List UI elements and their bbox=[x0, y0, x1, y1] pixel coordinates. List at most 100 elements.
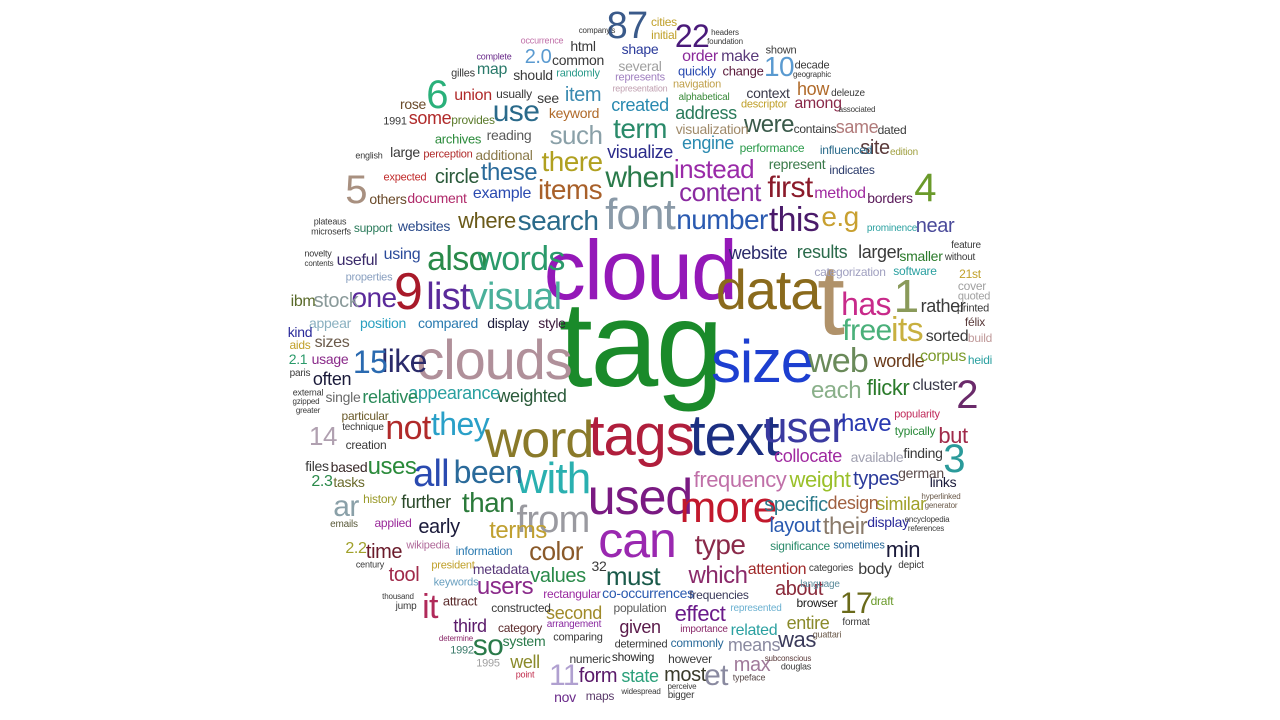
word-represent: represent bbox=[768, 156, 826, 172]
word-can: can bbox=[598, 512, 677, 568]
word-nov: nov bbox=[554, 689, 576, 705]
word-all: all bbox=[413, 453, 450, 495]
word-kind: kind bbox=[287, 324, 313, 340]
word-determined: determined bbox=[614, 638, 668, 651]
word-size: size bbox=[711, 328, 814, 395]
word-quoted: quoted bbox=[957, 290, 991, 303]
word-foundation: foundation bbox=[707, 37, 743, 46]
word-cities: cities bbox=[651, 15, 677, 29]
word-which: which bbox=[688, 562, 748, 589]
word-wordle: wordle bbox=[873, 351, 925, 371]
word-rectangular: rectangular bbox=[543, 587, 601, 601]
word-related: related bbox=[730, 622, 778, 639]
word-co-occurrences: co-occurrences bbox=[602, 585, 694, 601]
word-support: support bbox=[353, 221, 393, 235]
word-style: style bbox=[538, 315, 566, 331]
word-using: using bbox=[383, 246, 421, 263]
word-types: types bbox=[853, 468, 899, 490]
word-frequency: frequency bbox=[693, 467, 787, 492]
word-depict: depict bbox=[898, 560, 924, 571]
word-typeface: typeface bbox=[732, 672, 766, 683]
word-et: et bbox=[704, 659, 728, 692]
word-like: like bbox=[381, 343, 427, 379]
word-attention: attention bbox=[747, 561, 807, 578]
word-items: items bbox=[537, 174, 603, 205]
word-performance: performance bbox=[739, 141, 805, 155]
word-cluster: cluster bbox=[912, 377, 958, 394]
word-sometimes: sometimes bbox=[833, 539, 885, 552]
word-order: order bbox=[682, 48, 718, 65]
word-but: but bbox=[938, 423, 968, 448]
word-2.3: 2.3 bbox=[311, 473, 333, 490]
word-descriptor: descriptor bbox=[740, 98, 788, 111]
word-large: large bbox=[390, 144, 420, 160]
word-21st: 21st bbox=[959, 267, 981, 281]
word-display: display bbox=[487, 315, 529, 331]
word-words: words bbox=[477, 240, 565, 278]
word-17: 17 bbox=[839, 587, 873, 620]
word-represented: represented bbox=[730, 603, 782, 614]
word-text: text bbox=[689, 403, 780, 468]
word-specific: specific bbox=[764, 494, 828, 516]
word-bigger: bigger bbox=[667, 690, 695, 701]
word-associated: associated bbox=[838, 105, 876, 114]
word-build: build bbox=[967, 331, 993, 345]
word-constructed: constructed bbox=[491, 601, 551, 615]
word-its: its bbox=[891, 311, 924, 349]
word-were: were bbox=[743, 111, 795, 138]
word-appear: appear bbox=[309, 315, 351, 331]
word-headers: headers bbox=[711, 28, 739, 37]
word-union: union bbox=[454, 87, 492, 104]
word-they: they bbox=[431, 406, 490, 442]
word-aids: aids bbox=[289, 338, 311, 352]
word-3: 3 bbox=[943, 437, 965, 481]
word-contains: contains bbox=[793, 122, 837, 136]
word-e.g: e.g bbox=[821, 201, 859, 232]
word-importance: importance bbox=[680, 624, 728, 635]
word-4: 4 bbox=[914, 166, 936, 210]
word-when: when bbox=[605, 161, 675, 194]
word-second: second bbox=[546, 603, 602, 623]
word-2: 2 bbox=[956, 373, 978, 417]
word-design: design bbox=[827, 493, 879, 513]
word-1995: 1995 bbox=[476, 657, 500, 670]
word-example: example bbox=[472, 185, 532, 202]
word-useful: useful bbox=[336, 252, 378, 269]
word-edition: edition bbox=[889, 147, 919, 158]
word-companys: company's bbox=[578, 26, 616, 35]
word-represents: represents bbox=[615, 71, 665, 84]
word-font: font bbox=[605, 190, 676, 239]
word-have: have bbox=[840, 410, 892, 437]
word-early: early bbox=[418, 516, 460, 538]
word-feature: feature bbox=[951, 240, 981, 251]
word-users: users bbox=[476, 573, 534, 600]
word-2.0: 2.0 bbox=[524, 46, 552, 68]
word-further: further bbox=[401, 492, 451, 512]
word-2.1: 2.1 bbox=[288, 351, 308, 367]
word-1991: 1991 bbox=[383, 115, 407, 128]
word-weighted: weighted bbox=[497, 386, 567, 406]
word-keywords: keywords bbox=[433, 576, 479, 589]
word-where: where bbox=[458, 208, 516, 233]
word-applied: applied bbox=[374, 516, 412, 530]
word-novelty: novelty bbox=[304, 248, 332, 259]
word-each: each bbox=[810, 377, 862, 404]
word-files: files bbox=[305, 458, 329, 474]
word-appearance: appearance bbox=[408, 383, 500, 403]
word-10: 10 bbox=[763, 51, 795, 82]
word-see: see bbox=[537, 90, 559, 106]
word-these: these bbox=[480, 159, 538, 186]
word-same: same bbox=[835, 117, 879, 137]
word-alphabetical: alphabetical bbox=[678, 92, 730, 103]
word-language: language bbox=[800, 579, 840, 590]
word-terms: terms bbox=[489, 517, 547, 544]
word-relative: relative bbox=[362, 387, 418, 407]
word-comparing: comparing bbox=[553, 631, 603, 644]
word-values: values bbox=[530, 565, 586, 587]
word-6: 6 bbox=[426, 73, 448, 117]
word-such: such bbox=[549, 120, 603, 150]
word-guattari: guattari bbox=[812, 629, 842, 640]
word-tags: tags bbox=[588, 403, 695, 468]
word-use: use bbox=[492, 95, 540, 128]
word-randomly: randomly bbox=[556, 67, 600, 80]
